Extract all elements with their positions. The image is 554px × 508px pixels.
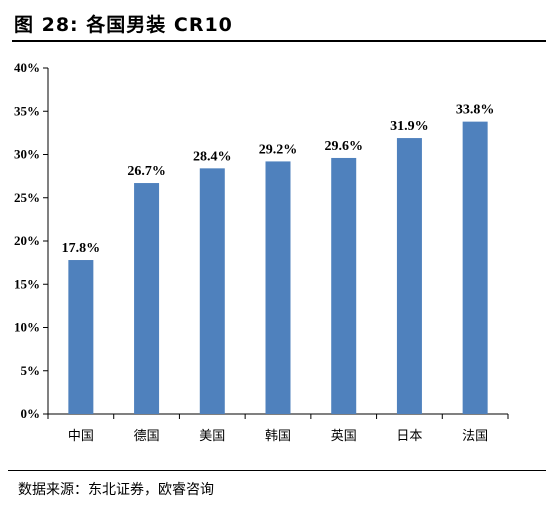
bar-chart: 0% 5% 10% 15% 20% 25% 30% 35% 40% 17.8% 中国 26.7% 德国… [14,60,509,444]
x-tick-label: 法国 [462,429,488,444]
figure-title: 图 28: 各国男装 CR10 [14,14,233,36]
y-tick-label: 35% [14,103,40,118]
chart-axes: 0% 5% 10% 15% 20% 25% 30% 35% 40% [14,60,509,421]
x-tick-label: 美国 [199,429,225,444]
data-label: 17.8% [62,241,101,256]
x-tick-label: 英国 [331,429,357,444]
chart-bars: 17.8% 中国 26.7% 德国 28.4% 美国 29.2% 韩国 29.6% 英国 31.9%… [62,103,495,444]
bar [199,168,225,414]
bar [396,138,422,414]
bar [134,183,160,414]
data-label: 33.8% [456,103,495,118]
x-tick-label: 日本 [396,429,422,444]
y-tick-label: 40% [14,60,40,75]
y-tick-label: 5% [21,363,41,378]
source-note: 数据来源：东北证券，欧睿咨询 [18,482,214,498]
bar [265,161,291,414]
bar [462,121,488,414]
x-tick-label: 中国 [68,429,94,444]
y-tick-label: 10% [14,320,40,335]
data-label: 26.7% [127,164,166,179]
data-label: 29.2% [259,142,298,157]
y-tick-label: 25% [14,190,40,205]
data-label: 28.4% [193,149,232,164]
y-tick-label: 30% [14,147,40,162]
title-bar: 图 28: 各国男装 CR10 [12,6,546,42]
x-tick-label: 韩国 [265,429,291,444]
source-bar: 数据来源：东北证券，欧睿咨询 [8,470,546,498]
data-label: 29.6% [324,139,363,154]
y-tick-label: 20% [14,233,40,248]
data-label: 31.9% [390,119,429,134]
x-tick-label: 德国 [134,429,160,444]
bar [68,260,94,414]
y-tick-label: 15% [14,276,40,291]
bar [331,157,357,414]
y-tick-label: 0% [21,406,41,421]
